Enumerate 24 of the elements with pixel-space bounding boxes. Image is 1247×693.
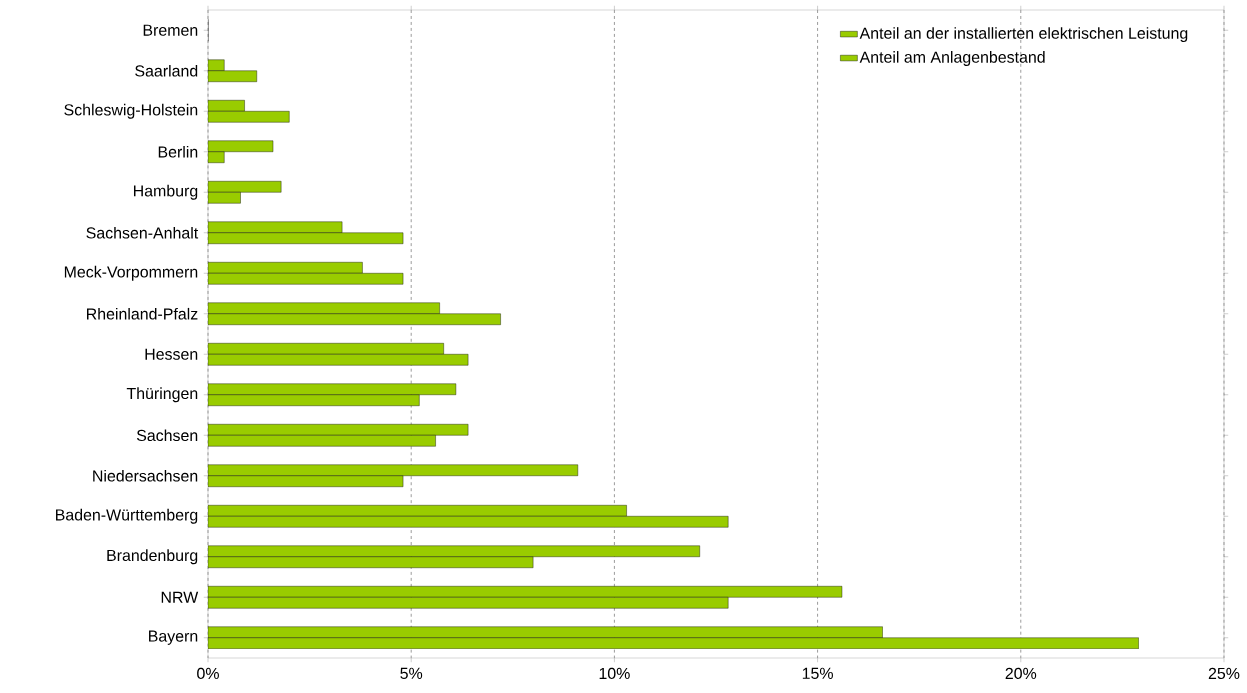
- y-tick-label: Saarland: [135, 64, 198, 77]
- y-tick-label: Brandenburg: [107, 549, 198, 565]
- y-tick-label: Rheinland-Pfalz: [87, 307, 198, 320]
- x-tick-label: 25%: [1208, 667, 1240, 680]
- y-tick-label: Sachsen: [136, 429, 198, 442]
- y-tick-label: Baden-Württemberg: [56, 508, 198, 524]
- y-tick-label: Thüringen: [126, 387, 198, 403]
- legend-label: Anteil an der installierten elektrischen Leistung: [859, 27, 1188, 43]
- y-tick-label: Schleswig-Holstein: [64, 103, 198, 119]
- legend-label: Anteil am Anlagenbestand: [859, 51, 1045, 66]
- x-tick-label: 20%: [1005, 667, 1037, 680]
- y-tick-label: Niedersachsen: [93, 469, 198, 482]
- x-tick-label: 10%: [599, 667, 630, 680]
- y-tick-label: Sachsen-Anhalt: [86, 226, 199, 239]
- x-tick-label: 0%: [197, 667, 219, 680]
- y-tick-label: Meck-Vorpommern: [64, 265, 198, 281]
- y-tick-label: Bremen: [143, 24, 198, 36]
- y-tick-label: Hamburg: [133, 184, 198, 200]
- x-tick-label: 15%: [802, 667, 833, 679]
- y-tick-label: NRW: [161, 591, 199, 603]
- y-tick-label: Hessen: [145, 348, 198, 360]
- y-tick-label: Berlin: [158, 145, 198, 158]
- x-tick-label: 5%: [400, 667, 423, 679]
- y-tick-label: Bayern: [149, 630, 198, 645]
